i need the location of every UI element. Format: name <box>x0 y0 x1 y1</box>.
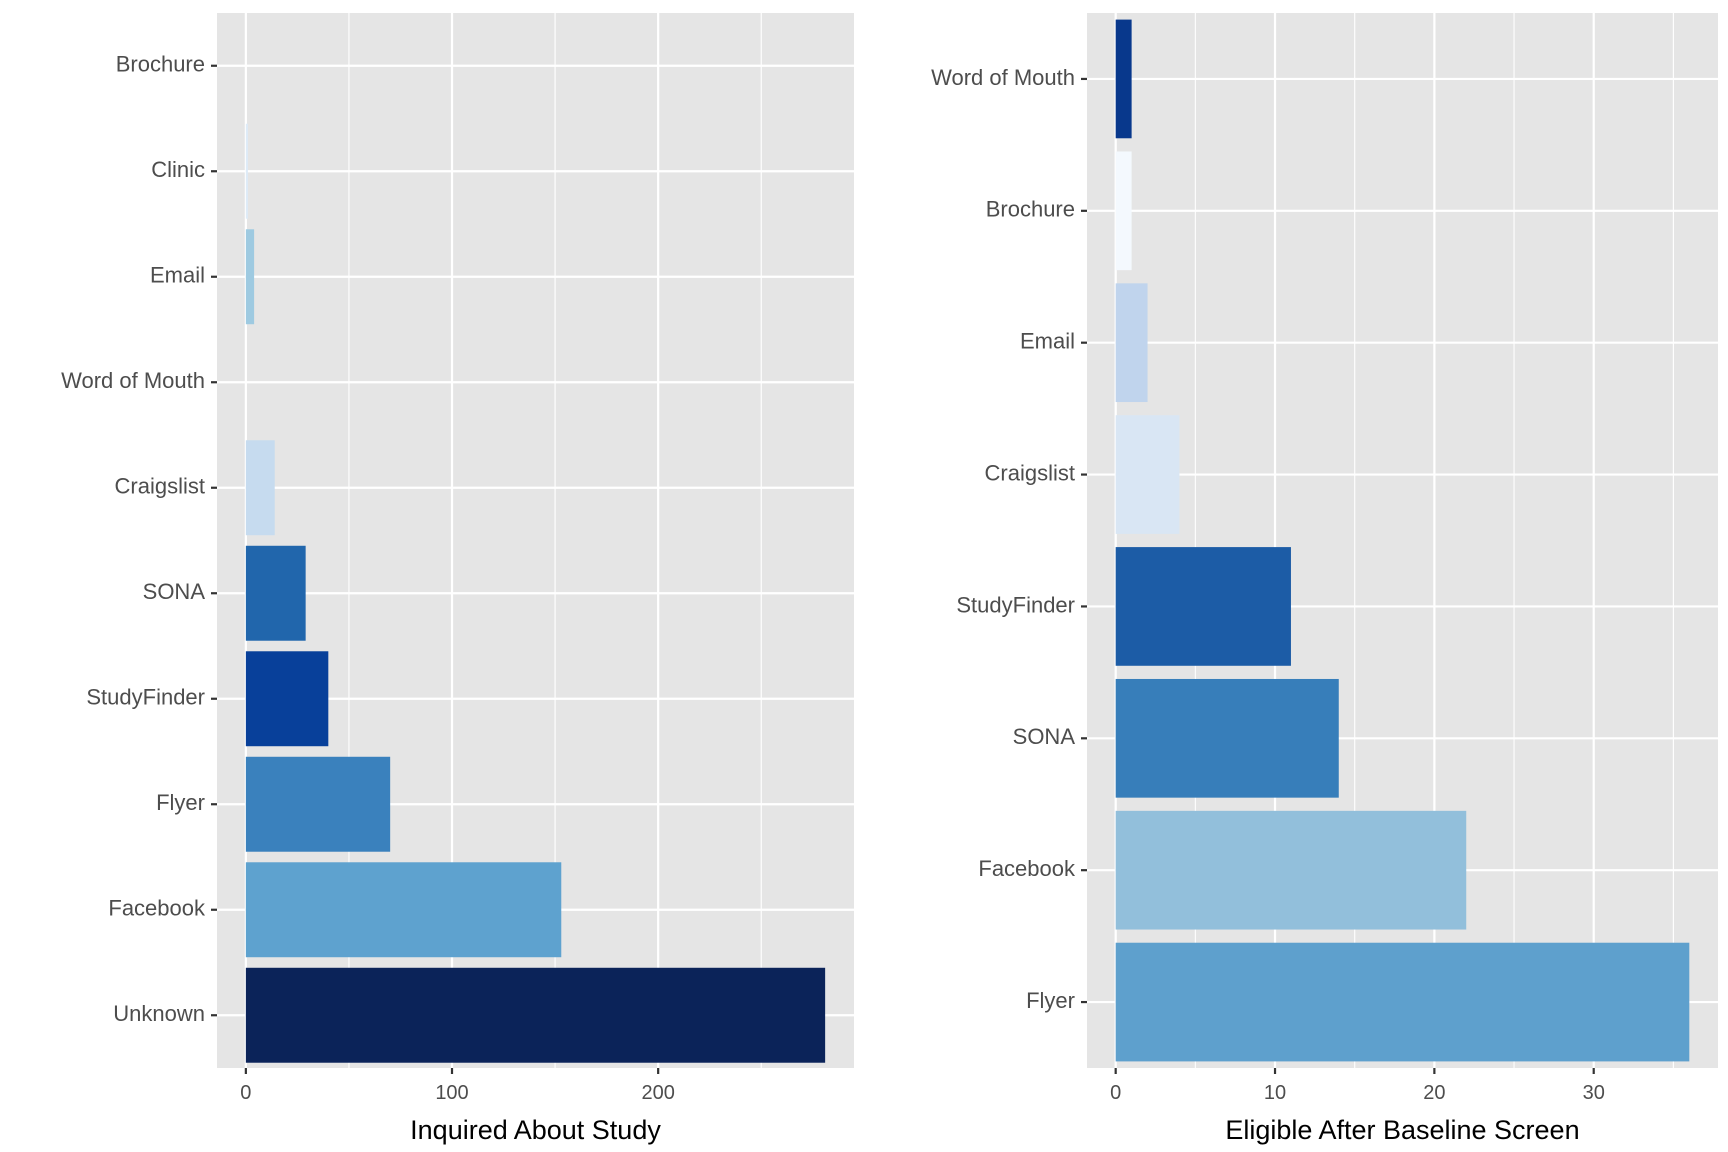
chart-inquired: Brochure Clinic Email Word of Mouth Craigsli… <box>61 13 854 1145</box>
category-label-craigslist: Craigslist <box>115 474 205 499</box>
category-label-craigslist: Craigslist <box>985 460 1075 485</box>
x-tick-label: 0 <box>1110 1082 1121 1104</box>
x-axis-title: Eligible After Baseline Screen <box>1225 1115 1579 1145</box>
x-tick-label: 200 <box>641 1082 674 1104</box>
category-label-studyfinder: StudyFinder <box>86 685 205 710</box>
bar-email <box>245 229 255 325</box>
category-label-email: Email <box>1020 329 1075 354</box>
category-label-facebook: Facebook <box>108 896 206 921</box>
bar-craigslist <box>1115 415 1180 534</box>
category-label-facebook: Facebook <box>978 856 1076 881</box>
bar-studyfinder <box>245 651 329 747</box>
x-tick-label: 100 <box>435 1082 468 1104</box>
chart-eligible: Word of Mouth Brochure Email Craigslist Stud… <box>931 13 1718 1145</box>
bar-word-of-mouth <box>1115 19 1132 139</box>
category-label-sona: SONA <box>1013 724 1076 749</box>
category-label-brochure: Brochure <box>116 52 205 77</box>
bar-facebook <box>1115 810 1467 930</box>
category-label-unknown: Unknown <box>113 1001 205 1026</box>
bar-flyer <box>245 756 391 852</box>
bar-facebook <box>245 862 562 958</box>
x-axis-title: Inquired About Study <box>410 1115 661 1145</box>
x-tick-label: 30 <box>1583 1082 1605 1104</box>
bar-clinic <box>245 123 248 219</box>
category-label-studyfinder: StudyFinder <box>956 592 1075 617</box>
category-label-word-of-mouth: Word of Mouth <box>931 65 1075 90</box>
bar-brochure <box>1115 151 1132 271</box>
bar-sona <box>245 545 306 641</box>
bar-email <box>1115 283 1148 403</box>
bar-sona <box>1115 678 1339 798</box>
x-tick-label: 10 <box>1264 1082 1286 1104</box>
x-tick-label: 20 <box>1423 1082 1445 1104</box>
bar-unknown <box>245 967 826 1063</box>
category-label-clinic: Clinic <box>151 157 205 182</box>
bar-craigslist <box>245 440 275 536</box>
category-label-sona: SONA <box>143 579 206 604</box>
category-label-brochure: Brochure <box>986 197 1075 222</box>
category-label-email: Email <box>150 263 205 288</box>
bar-flyer <box>1115 942 1690 1062</box>
category-label-flyer: Flyer <box>1026 988 1075 1013</box>
category-label-flyer: Flyer <box>156 790 205 815</box>
category-label-word-of-mouth: Word of Mouth <box>61 368 205 393</box>
bar-studyfinder <box>1115 547 1291 666</box>
x-tick-label: 0 <box>240 1082 251 1104</box>
